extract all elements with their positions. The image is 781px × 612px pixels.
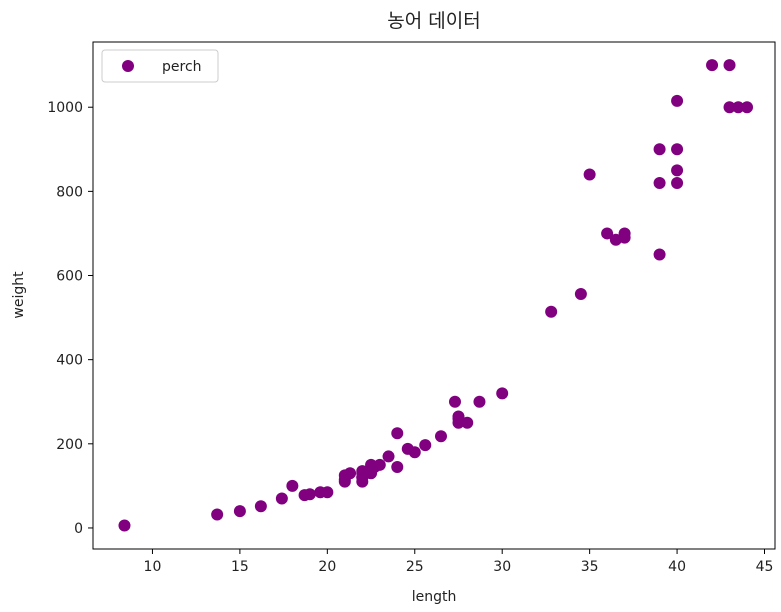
x-tick-label: 40 xyxy=(668,559,686,575)
data-point xyxy=(618,231,631,244)
y-axis-ticks: 0 200 400 600 800 1000 xyxy=(47,100,93,537)
data-points xyxy=(118,59,754,532)
y-tick-label: 400 xyxy=(56,353,83,369)
data-point xyxy=(356,475,369,488)
data-point xyxy=(723,59,736,72)
x-axis-ticks: 10 15 20 25 30 35 40 45 xyxy=(144,549,774,575)
data-point xyxy=(574,288,587,301)
data-point xyxy=(653,248,666,261)
data-point xyxy=(118,519,131,532)
y-tick-label: 800 xyxy=(56,184,83,200)
data-point xyxy=(419,439,432,452)
data-point xyxy=(601,227,614,240)
data-point xyxy=(461,416,474,429)
data-point xyxy=(723,101,736,114)
data-point xyxy=(452,416,465,429)
y-tick-label: 600 xyxy=(56,269,83,285)
data-point xyxy=(448,395,461,408)
data-point xyxy=(473,395,486,408)
x-tick-label: 30 xyxy=(493,559,511,575)
legend-marker xyxy=(122,60,134,72)
data-point xyxy=(344,467,357,480)
y-tick-label: 200 xyxy=(56,437,83,453)
data-point xyxy=(373,458,386,471)
data-point xyxy=(434,430,447,443)
x-tick-label: 25 xyxy=(406,559,424,575)
data-point xyxy=(671,176,684,189)
data-point xyxy=(233,505,246,518)
data-point xyxy=(653,176,666,189)
y-tick-label: 1000 xyxy=(47,100,83,116)
data-point xyxy=(706,59,719,72)
x-tick-label: 20 xyxy=(318,559,336,575)
data-point xyxy=(211,508,224,521)
x-tick-label: 15 xyxy=(231,559,249,575)
legend: perch xyxy=(101,49,219,83)
x-tick-label: 45 xyxy=(756,559,774,575)
x-axis-label: length xyxy=(412,589,457,605)
legend-label-perch: perch xyxy=(162,59,202,75)
data-point xyxy=(391,427,404,440)
y-axis-label: weight xyxy=(11,271,27,319)
legend-box xyxy=(101,49,219,83)
data-point xyxy=(275,492,288,505)
data-point xyxy=(496,387,509,400)
data-point xyxy=(732,101,745,114)
plot-frame xyxy=(92,41,776,550)
data-point xyxy=(286,479,299,492)
data-point xyxy=(583,168,596,181)
data-point xyxy=(741,101,754,114)
data-point xyxy=(653,143,666,156)
data-point xyxy=(391,460,404,473)
y-tick-label: 0 xyxy=(74,521,83,537)
data-point xyxy=(671,164,684,177)
chart-title: 농어 데이터 xyxy=(387,10,480,32)
data-point xyxy=(321,486,334,499)
data-point xyxy=(545,305,558,318)
data-point xyxy=(303,488,316,501)
x-tick-label: 10 xyxy=(144,559,162,575)
data-point xyxy=(382,450,395,463)
data-point xyxy=(671,94,684,107)
data-point xyxy=(408,446,421,459)
data-point xyxy=(671,143,684,156)
data-point xyxy=(254,500,267,513)
x-tick-label: 35 xyxy=(581,559,599,575)
